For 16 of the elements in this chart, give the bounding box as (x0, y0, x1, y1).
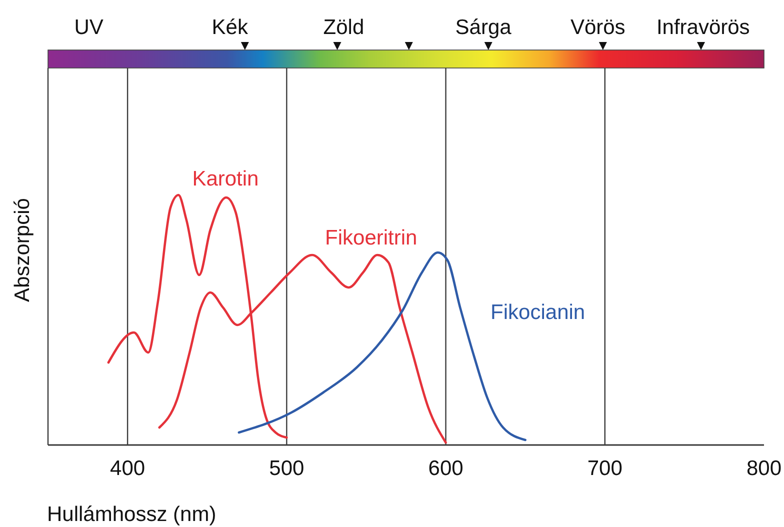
x-tick-label: 500 (269, 456, 304, 480)
y-axis-title: Abszorpció (11, 198, 34, 302)
text: Zöld (323, 16, 364, 39)
text: UV (74, 16, 104, 39)
text: Infravörös (656, 16, 750, 39)
series-label: Fikoeritrin (325, 226, 418, 250)
x-tick-label: 600 (428, 456, 464, 480)
x-tick-label: 400 (110, 456, 146, 480)
text: Vörös (570, 16, 626, 39)
text: Sárga (455, 16, 512, 39)
text: Kék (212, 16, 248, 39)
series-label: Karotin (192, 167, 259, 190)
series-label: Fikocianin (490, 300, 586, 324)
x-tick-label: 800 (746, 456, 782, 480)
x-axis-title: Hullámhossz (nm) (47, 503, 216, 526)
x-tick-label: 700 (587, 456, 622, 480)
